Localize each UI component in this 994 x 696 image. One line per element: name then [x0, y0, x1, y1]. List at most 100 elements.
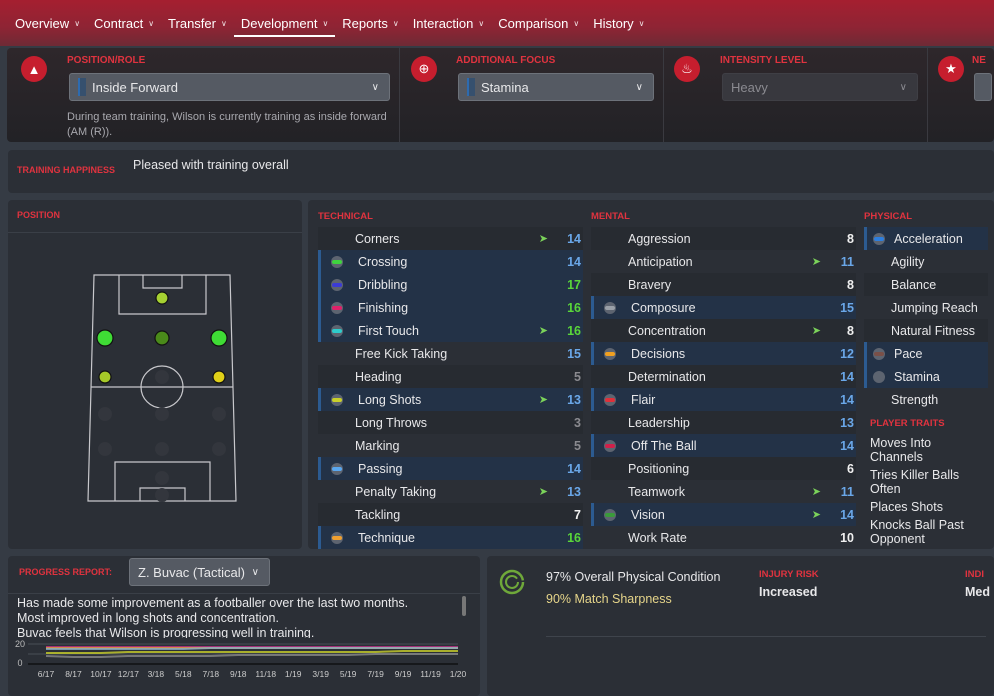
attribute-row[interactable]: Anticipation ➤ 11	[591, 250, 856, 273]
progress-chart: 20 0 6/17 8/17 10/17 12/17 3/18 5/18 7/18 9/18 11/…	[15, 639, 467, 679]
attribute-row[interactable]: Work Rate 10	[591, 526, 856, 549]
attribute-row[interactable]: Acceleration	[864, 227, 988, 250]
attribute-row[interactable]: Determination 14	[591, 365, 856, 388]
training-focus-icon	[873, 347, 885, 360]
attribute-row[interactable]: Heading 5	[318, 365, 583, 388]
attribute-row[interactable]: Jumping Reach	[864, 296, 988, 319]
attribute-row[interactable]: Stamina	[864, 365, 988, 388]
attribute-row[interactable]: Off The Ball 14	[591, 434, 856, 457]
attribute-row[interactable]: Strength	[864, 388, 988, 411]
chevron-down-icon: ∨	[74, 18, 81, 28]
training-focus-icon	[873, 370, 885, 383]
scrollbar[interactable]	[462, 596, 466, 616]
attribute-value: 14	[840, 438, 854, 453]
player-traits-header: PLAYER TRAITS	[870, 418, 945, 429]
coach-select[interactable]: Z. Buvac (Tactical) ∨	[129, 558, 270, 586]
attribute-row[interactable]: Decisions 12	[591, 342, 856, 365]
progress-report-panel: PROGRESS REPORT: Z. Buvac (Tactical) ∨ Ha…	[8, 556, 480, 696]
attribute-row[interactable]: Passing 14	[318, 457, 583, 480]
trend-up-arrow-icon: ➤	[538, 394, 548, 406]
attribute-name: Penalty Taking	[355, 484, 437, 499]
tab-development[interactable]: Development ∨	[233, 0, 336, 46]
attribute-row[interactable]: Agility	[864, 250, 988, 273]
player-trait: Tries Killer Balls Often	[870, 468, 960, 496]
position-role-select[interactable]: Inside Forward ∨	[69, 73, 390, 101]
attribute-row[interactable]: Long Throws 3	[318, 411, 583, 434]
tab-comparison[interactable]: Comparison ∨	[491, 0, 586, 46]
condition-panel: 97% Overall Physical Condition 90% Match…	[487, 556, 994, 696]
attribute-value: 8	[847, 231, 854, 246]
attribute-row[interactable]: Pace	[864, 342, 988, 365]
chevron-down-icon: ∨	[251, 566, 259, 578]
attribute-row[interactable]: First Touch ➤ 16	[318, 319, 583, 342]
tab-overview[interactable]: Overview ∨	[8, 0, 87, 46]
fourth-label: NE	[972, 55, 986, 66]
attribute-row[interactable]: Positioning 6	[591, 457, 856, 480]
attribute-row[interactable]: Natural Fitness	[864, 319, 988, 342]
attribute-row[interactable]: Concentration ➤ 8	[591, 319, 856, 342]
tab-transfer[interactable]: Transfer ∨	[161, 0, 234, 46]
attribute-row[interactable]: Crossing 14	[318, 250, 583, 273]
series-line	[45, 653, 458, 658]
attribute-row[interactable]: Corners ➤ 14	[318, 227, 583, 250]
attribute-row[interactable]: Teamwork ➤ 11	[591, 480, 856, 503]
attribute-row[interactable]: Technique 16	[318, 526, 583, 549]
attribute-row[interactable]: Vision ➤ 14	[591, 503, 856, 526]
attributes-panel: TECHNICAL MENTAL PHYSICAL PLAYER TRAITS …	[308, 200, 994, 549]
attribute-value: 14	[567, 461, 581, 476]
attribute-name: Positioning	[628, 461, 690, 476]
attribute-name: Tackling	[355, 507, 401, 522]
attribute-value: 5	[574, 369, 581, 384]
tab-history[interactable]: History ∨	[586, 0, 651, 46]
x-tick-label: 6/17	[38, 669, 55, 679]
x-tick-label: 7/18	[203, 669, 220, 679]
attribute-row[interactable]: Marking 5	[318, 434, 583, 457]
attribute-name: Off The Ball	[631, 438, 697, 453]
attribute-value: 11	[840, 254, 854, 269]
mental-header: MENTAL	[591, 211, 630, 222]
attribute-row[interactable]: Tackling 7	[318, 503, 583, 526]
intensity-select[interactable]: Heavy ∨	[722, 73, 918, 101]
fourth-select[interactable]	[974, 73, 992, 101]
chevron-down-icon: ∨	[371, 81, 379, 93]
attribute-row[interactable]: Aggression 8	[591, 227, 856, 250]
training-focus-icon	[331, 255, 343, 268]
additional-focus-select[interactable]: Stamina ∨	[458, 73, 654, 101]
y-tick-label: 20	[15, 639, 25, 649]
trend-up-arrow-icon: ➤	[811, 509, 821, 521]
tab-contract[interactable]: Contract ∨	[87, 0, 161, 46]
attribute-row[interactable]: Flair 14	[591, 388, 856, 411]
divider	[546, 636, 986, 637]
attribute-row[interactable]: Leadership 13	[591, 411, 856, 434]
attribute-row[interactable]: Penalty Taking ➤ 13	[318, 480, 583, 503]
training-focus-icon	[604, 508, 616, 521]
attribute-row[interactable]: Free Kick Taking 15	[318, 342, 583, 365]
attribute-name: Decisions	[631, 346, 686, 361]
attribute-value: 3	[574, 415, 581, 430]
attribute-name: Strength	[891, 392, 939, 407]
attribute-row[interactable]: Finishing 16	[318, 296, 583, 319]
attribute-name: Work Rate	[628, 530, 687, 545]
attribute-row[interactable]: Bravery 8	[591, 273, 856, 296]
attribute-row[interactable]: Balance	[864, 273, 988, 296]
tab-interaction[interactable]: Interaction ∨	[406, 0, 492, 46]
attribute-name: Determination	[628, 369, 706, 384]
attribute-name: Stamina	[894, 369, 940, 384]
tab-reports[interactable]: Reports ∨	[335, 0, 405, 46]
attribute-row[interactable]: Dribbling 17	[318, 273, 583, 296]
attribute-row[interactable]: Long Shots ➤ 13	[318, 388, 583, 411]
training-focus-icon	[331, 278, 343, 291]
chevron-down-icon: ∨	[148, 18, 155, 28]
position-panel: POSITION	[8, 200, 302, 549]
tab-label: Comparison	[498, 15, 569, 31]
star-icon: ★	[938, 56, 964, 82]
training-focus-icon	[331, 462, 343, 475]
trend-up-arrow-icon: ➤	[811, 325, 821, 337]
training-focus-icon	[604, 393, 616, 406]
attribute-row[interactable]: Composure 15	[591, 296, 856, 319]
attribute-name: Corners	[355, 231, 400, 246]
x-tick-label: 11/18	[255, 669, 276, 679]
attribute-value: 14	[567, 254, 581, 269]
x-tick-label: 7/19	[367, 669, 384, 679]
attribute-value: 13	[567, 392, 581, 407]
